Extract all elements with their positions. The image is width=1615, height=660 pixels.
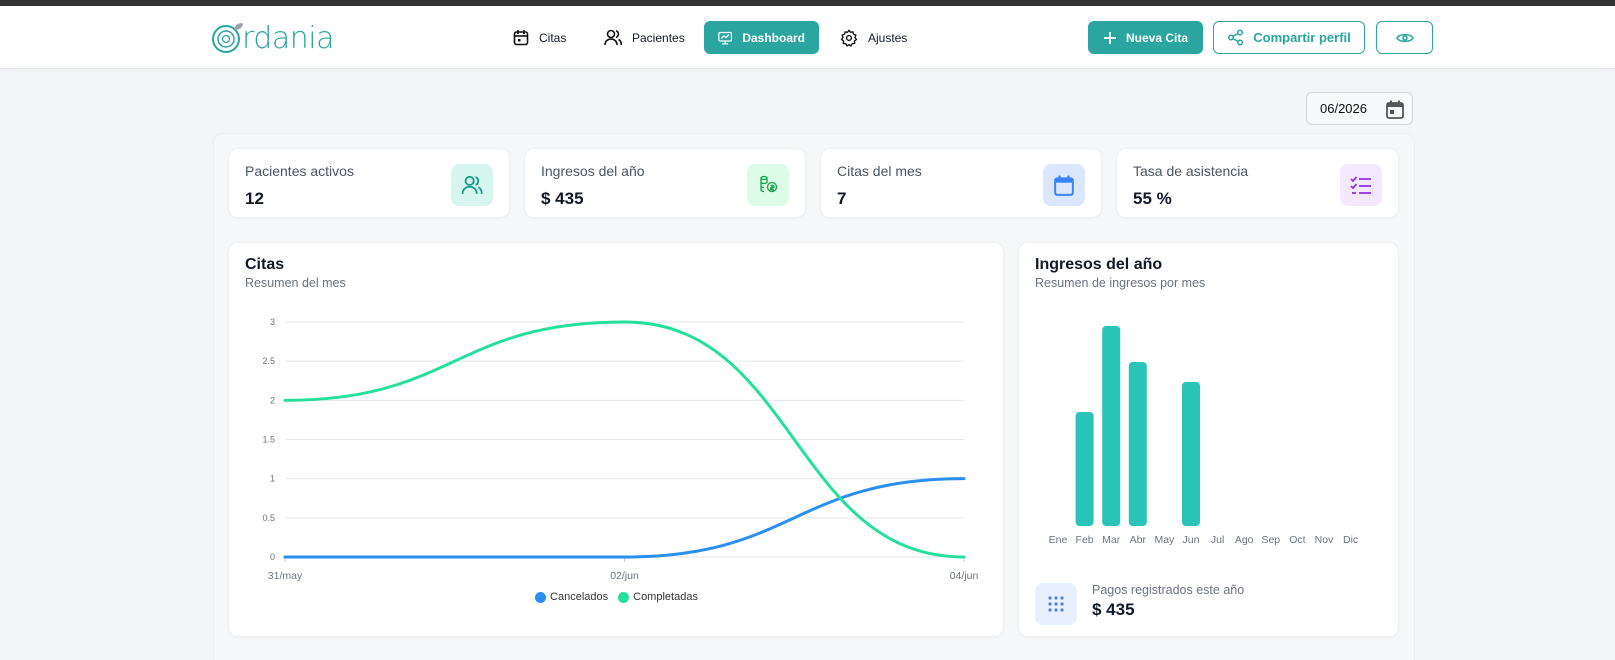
bar-feb	[1075, 412, 1094, 526]
plus-icon	[1103, 31, 1116, 44]
x-tick-label: Feb	[1076, 534, 1094, 546]
new-appointment-button[interactable]: Nueva Cita	[1088, 21, 1203, 54]
stat-card-pacientes: Pacientes activos 12	[228, 148, 510, 218]
monitor-chart-icon	[718, 31, 733, 45]
x-tick-label: Nov	[1315, 534, 1334, 546]
period-value: 06/2026	[1320, 101, 1367, 116]
calendar-icon	[513, 30, 529, 46]
nav-ajustes[interactable]: Ajustes	[840, 21, 907, 54]
stat-card-asistencia: Tasa de asistencia 55 %	[1116, 148, 1399, 218]
y-tick-label: 1	[270, 474, 275, 484]
stat-value: 55 %	[1133, 189, 1172, 208]
bar-mar	[1102, 326, 1121, 526]
x-tick-label: Mar	[1102, 534, 1121, 546]
x-tick-label: Oct	[1289, 534, 1305, 546]
gear-icon	[840, 28, 858, 47]
share-icon	[1228, 29, 1244, 46]
new-appointment-label: Nueva Cita	[1125, 30, 1189, 45]
stat-icon-box	[747, 164, 789, 206]
nav-citas-label: Citas	[539, 30, 567, 45]
legend-dot	[618, 591, 630, 603]
chart-legend: Cancelados Completadas	[229, 591, 1004, 603]
x-tick-label: Dic	[1343, 534, 1358, 546]
nav-citas[interactable]: Citas	[513, 21, 566, 54]
y-tick-label: 2.5	[262, 356, 275, 366]
nav-ajustes-label: Ajustes	[868, 30, 908, 45]
appointments-chart-card: Citas Resumen del mes 0 0.5 1 1.5 2 2.5 3 31/ma…	[228, 242, 1004, 637]
preview-button[interactable]	[1376, 21, 1433, 54]
x-tick-label: 04/jun	[950, 570, 979, 582]
nav-pacientes-label: Pacientes	[632, 30, 685, 45]
y-tick-label: 0.5	[262, 513, 275, 523]
stat-value: 7	[837, 189, 847, 208]
legend-label: Cancelados	[550, 591, 609, 603]
y-tick-label: 3	[270, 317, 275, 327]
stat-value: $ 435	[541, 189, 584, 208]
grid-dots-icon	[1048, 596, 1064, 612]
revenue-bar-chart: Ene Feb Mar Abr May Jun Jul Ago Sep Oct Nov Dic	[1049, 326, 1358, 546]
legend-item-cancelados[interactable]: Cancelados	[535, 591, 608, 603]
share-profile-button[interactable]: Compartir perfil	[1213, 21, 1365, 54]
stat-icon-box	[1340, 164, 1382, 206]
eye-icon	[1395, 33, 1414, 42]
calendar-icon[interactable]	[1386, 100, 1404, 119]
stat-value: 12	[245, 189, 264, 208]
nav-dashboard[interactable]: Dashboard	[704, 21, 819, 54]
period-picker[interactable]: 06/2026	[1306, 92, 1413, 125]
nav-pacientes[interactable]: Pacientes	[604, 21, 685, 54]
stat-label: Ingresos del año	[541, 163, 645, 179]
payments-label: Pagos registrados este año	[1092, 583, 1245, 597]
stat-label: Tasa de asistencia	[1133, 163, 1249, 179]
series-line-cancelados	[283, 477, 966, 559]
nav-dashboard-label: Dashboard	[742, 30, 805, 45]
stat-label: Pacientes activos	[245, 163, 354, 179]
bar-jun	[1182, 382, 1200, 526]
legend-dot	[535, 591, 547, 603]
calendar-icon	[1054, 175, 1074, 196]
payments-value: $ 435	[1092, 600, 1135, 619]
stat-label: Citas del mes	[837, 163, 922, 179]
payments-icon-box	[1035, 583, 1077, 625]
legend-label: Completadas	[633, 591, 698, 603]
users-icon	[461, 175, 483, 194]
card-subtitle: Resumen de ingresos por mes	[1035, 276, 1206, 290]
logo-text: rdania	[242, 20, 334, 56]
y-tick-label: 1.5	[262, 435, 275, 445]
checklist-icon	[1350, 176, 1371, 194]
y-tick-label: 2	[270, 395, 275, 405]
appointments-line-chart: 0 0.5 1 1.5 2 2.5 3 31/may 02/jun 04/jun	[262, 317, 979, 582]
stat-icon-box	[451, 164, 493, 206]
revenue-chart-card: Ingresos del año Resumen de ingresos por…	[1018, 242, 1399, 637]
stat-card-citas: Citas del mes 7	[820, 148, 1102, 218]
x-tick-label: Ago	[1235, 534, 1254, 546]
card-title: Citas	[245, 256, 285, 273]
stat-icon-box	[1043, 164, 1085, 206]
users-icon	[604, 29, 622, 46]
x-tick-label: Jul	[1211, 534, 1224, 546]
stat-card-ingresos: Ingresos del año $ 435	[524, 148, 806, 218]
x-tick-label: Sep	[1261, 534, 1280, 546]
y-tick-label: 0	[270, 552, 275, 562]
x-tick-label: 02/jun	[610, 570, 639, 582]
app-logo[interactable]: rdania	[210, 18, 334, 58]
window-top-strip	[0, 0, 1615, 6]
x-tick-label: May	[1154, 534, 1175, 546]
card-title: Ingresos del año	[1035, 256, 1163, 273]
legend-item-completadas[interactable]: Completadas	[618, 591, 698, 603]
series-line-completadas	[283, 320, 966, 559]
card-subtitle: Resumen del mes	[245, 276, 346, 290]
money-icon	[760, 175, 778, 193]
x-tick-label: Jun	[1183, 534, 1200, 546]
top-navbar: rdania Citas Pacientes Dashboard	[0, 6, 1615, 69]
share-profile-label: Compartir perfil	[1253, 30, 1351, 45]
x-tick-label: Ene	[1049, 534, 1068, 546]
x-tick-label: 31/may	[268, 570, 303, 582]
logo-o-icon	[212, 23, 243, 53]
bar-abr	[1128, 362, 1147, 526]
x-tick-label: Abr	[1130, 534, 1147, 546]
